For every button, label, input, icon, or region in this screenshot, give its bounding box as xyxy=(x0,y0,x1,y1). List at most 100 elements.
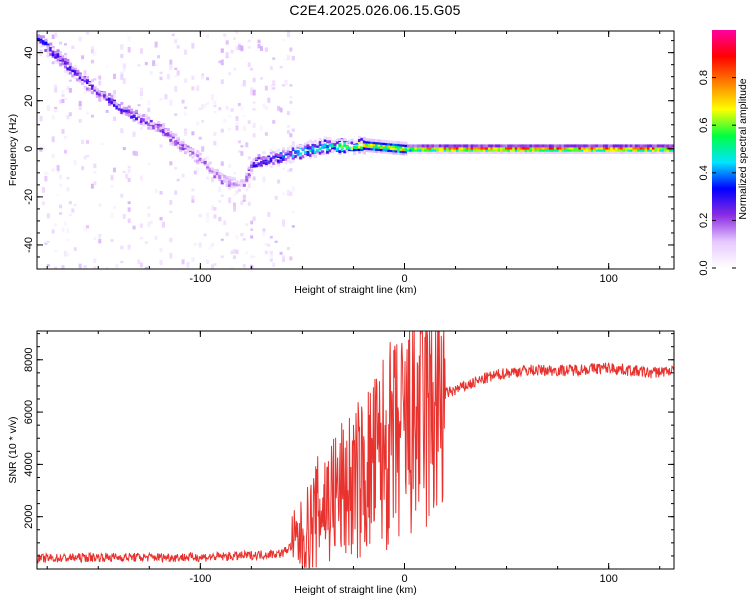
snr-axes: -100 0 100 2000 4000 6000 8000 xyxy=(23,331,674,585)
spectrogram-cell xyxy=(59,51,63,56)
spectrogram-cell xyxy=(323,138,327,142)
spectrogram-cell xyxy=(218,186,222,192)
spectrogram-cell xyxy=(620,146,624,150)
spectrogram-cell xyxy=(306,141,310,145)
spectrogram-cell xyxy=(350,147,354,151)
spectrogram-cell xyxy=(659,150,663,154)
spectrogram-cell xyxy=(507,148,511,152)
spectrogram-cell xyxy=(458,150,462,154)
spectrogram-cell xyxy=(272,80,276,87)
spectrogram-cell xyxy=(269,253,273,260)
spectrogram-cell xyxy=(595,146,599,150)
spectrogram-cell xyxy=(578,144,582,148)
colorbar-tick-label: 0.8 xyxy=(698,70,710,85)
spectrogram-cell xyxy=(291,156,295,160)
spectrogram-cell xyxy=(41,201,45,206)
spectrogram-cell xyxy=(566,148,570,152)
spectrogram-cell xyxy=(644,150,648,154)
spectrogram-cell xyxy=(198,152,202,156)
y-tick-label: 0 xyxy=(23,146,35,152)
spectrogram-cell xyxy=(56,54,60,58)
spectrogram-cell xyxy=(159,129,163,133)
spectrogram-cell xyxy=(642,146,646,150)
spectrogram-cell xyxy=(556,146,560,150)
spectrogram-cell xyxy=(522,146,526,150)
spectrogram-cell xyxy=(666,150,670,154)
spectrogram-cell xyxy=(443,148,447,152)
spectrogram-cell xyxy=(625,148,629,152)
spectrogram-cell xyxy=(174,67,178,71)
spectrogram-cell xyxy=(250,87,254,91)
spectrogram-cell xyxy=(380,139,384,143)
spectrogram-cell xyxy=(164,129,168,133)
spectrogram-cell xyxy=(345,145,349,149)
spectrogram-cell xyxy=(237,183,241,187)
spectrogram-cell xyxy=(142,113,146,117)
spectrogram-cell xyxy=(304,144,308,148)
spectrogram-cell xyxy=(39,35,43,39)
spectrogram-cell xyxy=(198,242,202,248)
spectrogram-cell xyxy=(159,76,163,81)
spectrogram-cell xyxy=(272,155,276,159)
spectrogram-cell xyxy=(51,53,55,57)
spectrogram-cell xyxy=(139,121,143,125)
x-tick-label: -100 xyxy=(189,573,211,585)
spectrogram-cell xyxy=(63,43,67,46)
spectrogram-cell xyxy=(78,76,82,80)
spectrogram-cell xyxy=(563,146,567,150)
spectrogram-cell xyxy=(247,120,251,124)
spectrogram-cell xyxy=(51,154,55,159)
spectrogram-cell xyxy=(338,151,342,155)
spectrogram-cell xyxy=(389,140,393,144)
spectrogram-cell xyxy=(73,70,77,74)
spectrogram-cell xyxy=(137,121,141,125)
spectrogram-cell xyxy=(61,55,65,59)
spectrogram-cell xyxy=(607,148,611,152)
spectrogram-cell xyxy=(37,41,41,45)
spectrogram-cell xyxy=(117,110,121,114)
spectrogram-cell xyxy=(473,144,477,148)
spectrogram-cell xyxy=(112,101,116,105)
spectrogram-cell xyxy=(259,163,263,167)
spectrogram-cell xyxy=(247,62,251,68)
spectrogram-cell xyxy=(54,50,58,54)
spectrogram-cell xyxy=(93,163,97,169)
spectrogram-cell xyxy=(492,150,496,154)
spectrogram-cell xyxy=(465,146,469,150)
spectrogram-cell xyxy=(380,141,384,145)
spectrogram-cell xyxy=(411,146,415,150)
spectrogram-cell xyxy=(115,264,119,268)
spectrogram-cell xyxy=(127,46,131,53)
spectrogram-cell xyxy=(291,159,295,163)
spectrogram-cell xyxy=(424,150,428,154)
spectrogram-cell xyxy=(44,175,48,182)
spectrogram-cell xyxy=(68,65,72,69)
spectrogram-cell xyxy=(549,146,553,150)
snr-panel: -100 0 100 2000 4000 6000 8000 Height of strai… xyxy=(7,330,675,596)
spectrogram-cell xyxy=(531,148,535,152)
spectrogram-cell xyxy=(252,77,256,83)
spectrogram-cell xyxy=(191,131,195,136)
spectrogram-cell xyxy=(617,146,621,150)
spectrogram-cell xyxy=(240,45,244,52)
spectrogram-cell xyxy=(639,148,643,152)
spectrogram-cell xyxy=(345,147,349,151)
spectrogram-cell xyxy=(431,144,435,148)
spectrogram-cell xyxy=(482,146,486,150)
spectrogram-cell xyxy=(54,223,58,227)
spectrogram-cell xyxy=(68,112,72,117)
spectrogram-cell xyxy=(654,144,658,148)
spectrogram-cell xyxy=(206,212,210,218)
spectrogram-cell xyxy=(210,205,214,211)
spectrogram-cell xyxy=(223,118,227,123)
spectrogram-cell xyxy=(306,150,310,154)
spectrogram-cell xyxy=(478,150,482,154)
spectrogram-cell xyxy=(343,150,347,154)
spectrogram-cell xyxy=(264,132,268,136)
spectrogram-cell xyxy=(480,146,484,150)
spectrogram-cell xyxy=(73,203,77,207)
spectrogram-cell xyxy=(556,148,560,152)
spectrogram-cell xyxy=(308,149,312,153)
spectrogram-cell xyxy=(573,146,577,150)
